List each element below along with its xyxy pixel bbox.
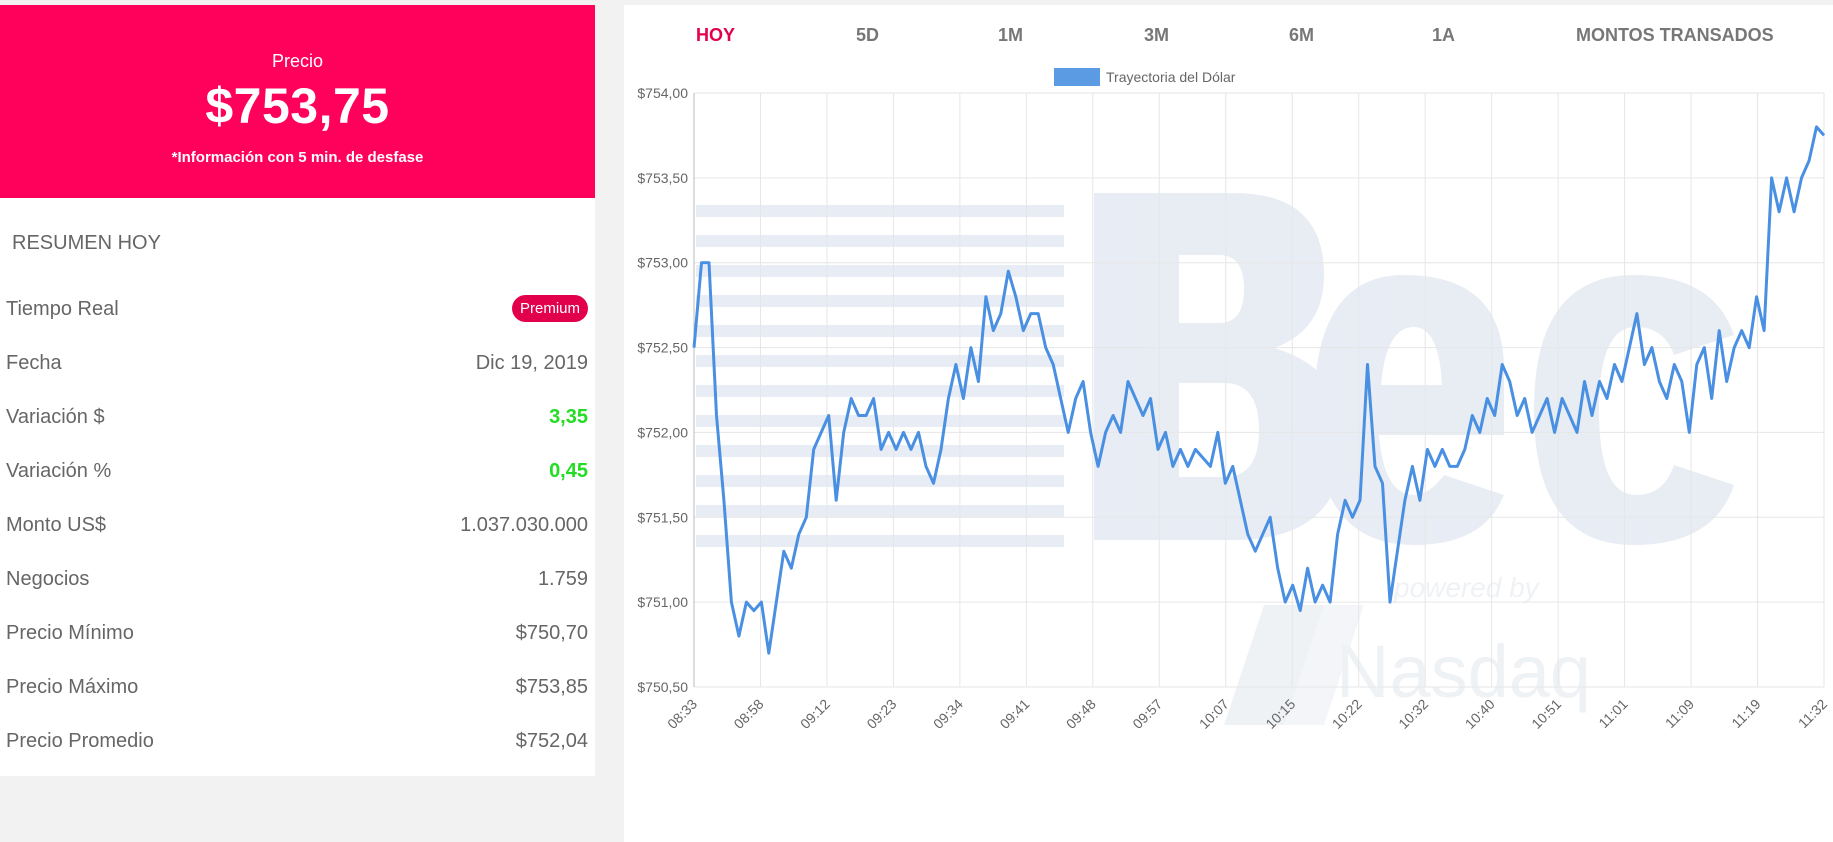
summary-row-label: Tiempo Real [6, 298, 119, 320]
summary-row-label: Fecha [6, 352, 62, 374]
summary-row-label: Negocios [6, 568, 90, 590]
summary-row-value: $750,70 [515, 622, 588, 644]
summary-row-precio-maximo: Precio Máximo $753,85 [0, 666, 595, 720]
summary-row-value: 1.759 [537, 568, 588, 590]
chart-grid [693, 92, 1825, 688]
summary-row-variacion-porcentaje: Variación % 0,45 [0, 450, 595, 504]
summary-row-label: Precio Promedio [6, 730, 154, 752]
y-tick-label: $753,00 [637, 255, 688, 271]
y-tick-label: $751,00 [637, 594, 688, 610]
price-label: Precio [271, 51, 324, 71]
summary-row-variacion-pesos: Variación $ 3,35 [0, 396, 595, 450]
y-tick-label: $752,50 [637, 340, 688, 356]
svg-text:Nasdaq: Nasdaq [1336, 630, 1591, 713]
summary-row-negocios: Negocios 1.759 [0, 558, 595, 612]
summary-row-value: Dic 19, 2019 [475, 352, 588, 374]
x-tick-label: 09:12 [797, 696, 833, 732]
summary-row-label: Variación % [6, 460, 112, 482]
summary-row-label: Precio Mínimo [6, 622, 134, 644]
left-panel: Precio $753,75 *Información con 5 min. d… [0, 5, 595, 776]
x-tick-label: 11:09 [1662, 696, 1698, 732]
summary-panel: RESUMEN HOY Tiempo Real Premium Fecha Di… [0, 198, 595, 776]
summary-row-precio-minimo: Precio Mínimo $750,70 [0, 612, 595, 666]
x-tick-label: 09:34 [930, 696, 966, 732]
summary-row-fecha: Fecha Dic 19, 2019 [0, 342, 595, 396]
x-tick-label: 09:41 [996, 696, 1032, 732]
y-tick-label: $750,50 [637, 679, 688, 695]
y-tick-label: $754,00 [637, 85, 688, 101]
summary-row-label: Monto US$ [6, 514, 107, 536]
legend-label: Trayectoria del Dólar [1106, 69, 1236, 85]
x-tick-label: 09:48 [1063, 696, 1099, 732]
summary-row-precio-promedio: Precio Promedio $752,04 [0, 720, 595, 774]
summary-row-value: $753,85 [515, 676, 588, 698]
tab-hoy[interactable]: HOY [696, 25, 736, 45]
tab-1a[interactable]: 1A [1432, 25, 1456, 45]
price-note: *Información con 5 min. de desfase [171, 149, 424, 166]
x-tick-label: 11:01 [1595, 696, 1631, 732]
summary-row-label: Precio Máximo [6, 676, 139, 698]
y-tick-label: $752,00 [637, 424, 688, 440]
y-tick-label: $751,50 [637, 509, 688, 525]
y-tick-label: $753,50 [637, 170, 688, 186]
x-tick-label: 09:57 [1129, 696, 1165, 732]
svg-text:powered by: powered by [1393, 572, 1541, 603]
summary-row-value: 0,45 [549, 460, 588, 482]
summary-row-value: 1.037.030.000 [460, 514, 588, 536]
chart-panel: HOY 5D 1M 3M 6M 1A MONTOS TRANSADOS [624, 5, 1833, 842]
period-tabs: HOY 5D 1M 3M 6M 1A MONTOS TRANSADOS [624, 5, 1833, 65]
x-tick-label: 08:33 [664, 696, 700, 732]
x-tick-label: 09:23 [863, 696, 899, 732]
summary-row-monto: Monto US$ 1.037.030.000 [0, 504, 595, 558]
price-line-chart[interactable]: Nasdaq powered by Trayectoria del Dólar … [624, 65, 1833, 842]
x-tick-label: 11:32 [1795, 696, 1831, 732]
price-box: Precio $753,75 *Información con 5 min. d… [0, 5, 595, 198]
summary-row-value: 3,35 [549, 406, 588, 428]
series-line-dolar [692, 125, 1826, 655]
tab-5d[interactable]: 5D [856, 25, 880, 45]
summary-row-label: Variación $ [6, 406, 105, 428]
bec-watermark: Nasdaq powered by [696, 193, 1734, 725]
x-tick-label: 11:19 [1728, 696, 1764, 732]
chart-legend[interactable]: Trayectoria del Dólar [1054, 68, 1236, 86]
premium-badge[interactable]: Premium [511, 295, 588, 322]
legend-swatch [1054, 68, 1100, 86]
y-axis: $754,00 $753,50 $753,00 $752,50 $752,00 $751,… [637, 85, 688, 695]
tab-montos-transados[interactable]: MONTOS TRANSADOS [1576, 25, 1774, 45]
tab-3m[interactable]: 3M [1144, 25, 1170, 45]
price-value: $753,75 [205, 78, 390, 134]
x-tick-label: 10:07 [1196, 696, 1232, 732]
summary-row-tiempo-real: Tiempo Real Premium [0, 288, 595, 342]
tab-6m[interactable]: 6M [1289, 25, 1315, 45]
x-tick-label: 08:58 [730, 696, 766, 732]
summary-title: RESUMEN HOY [12, 232, 161, 254]
chart-series [692, 125, 1826, 655]
summary-row-value: $752,04 [515, 730, 588, 752]
tab-1m[interactable]: 1M [998, 25, 1024, 45]
